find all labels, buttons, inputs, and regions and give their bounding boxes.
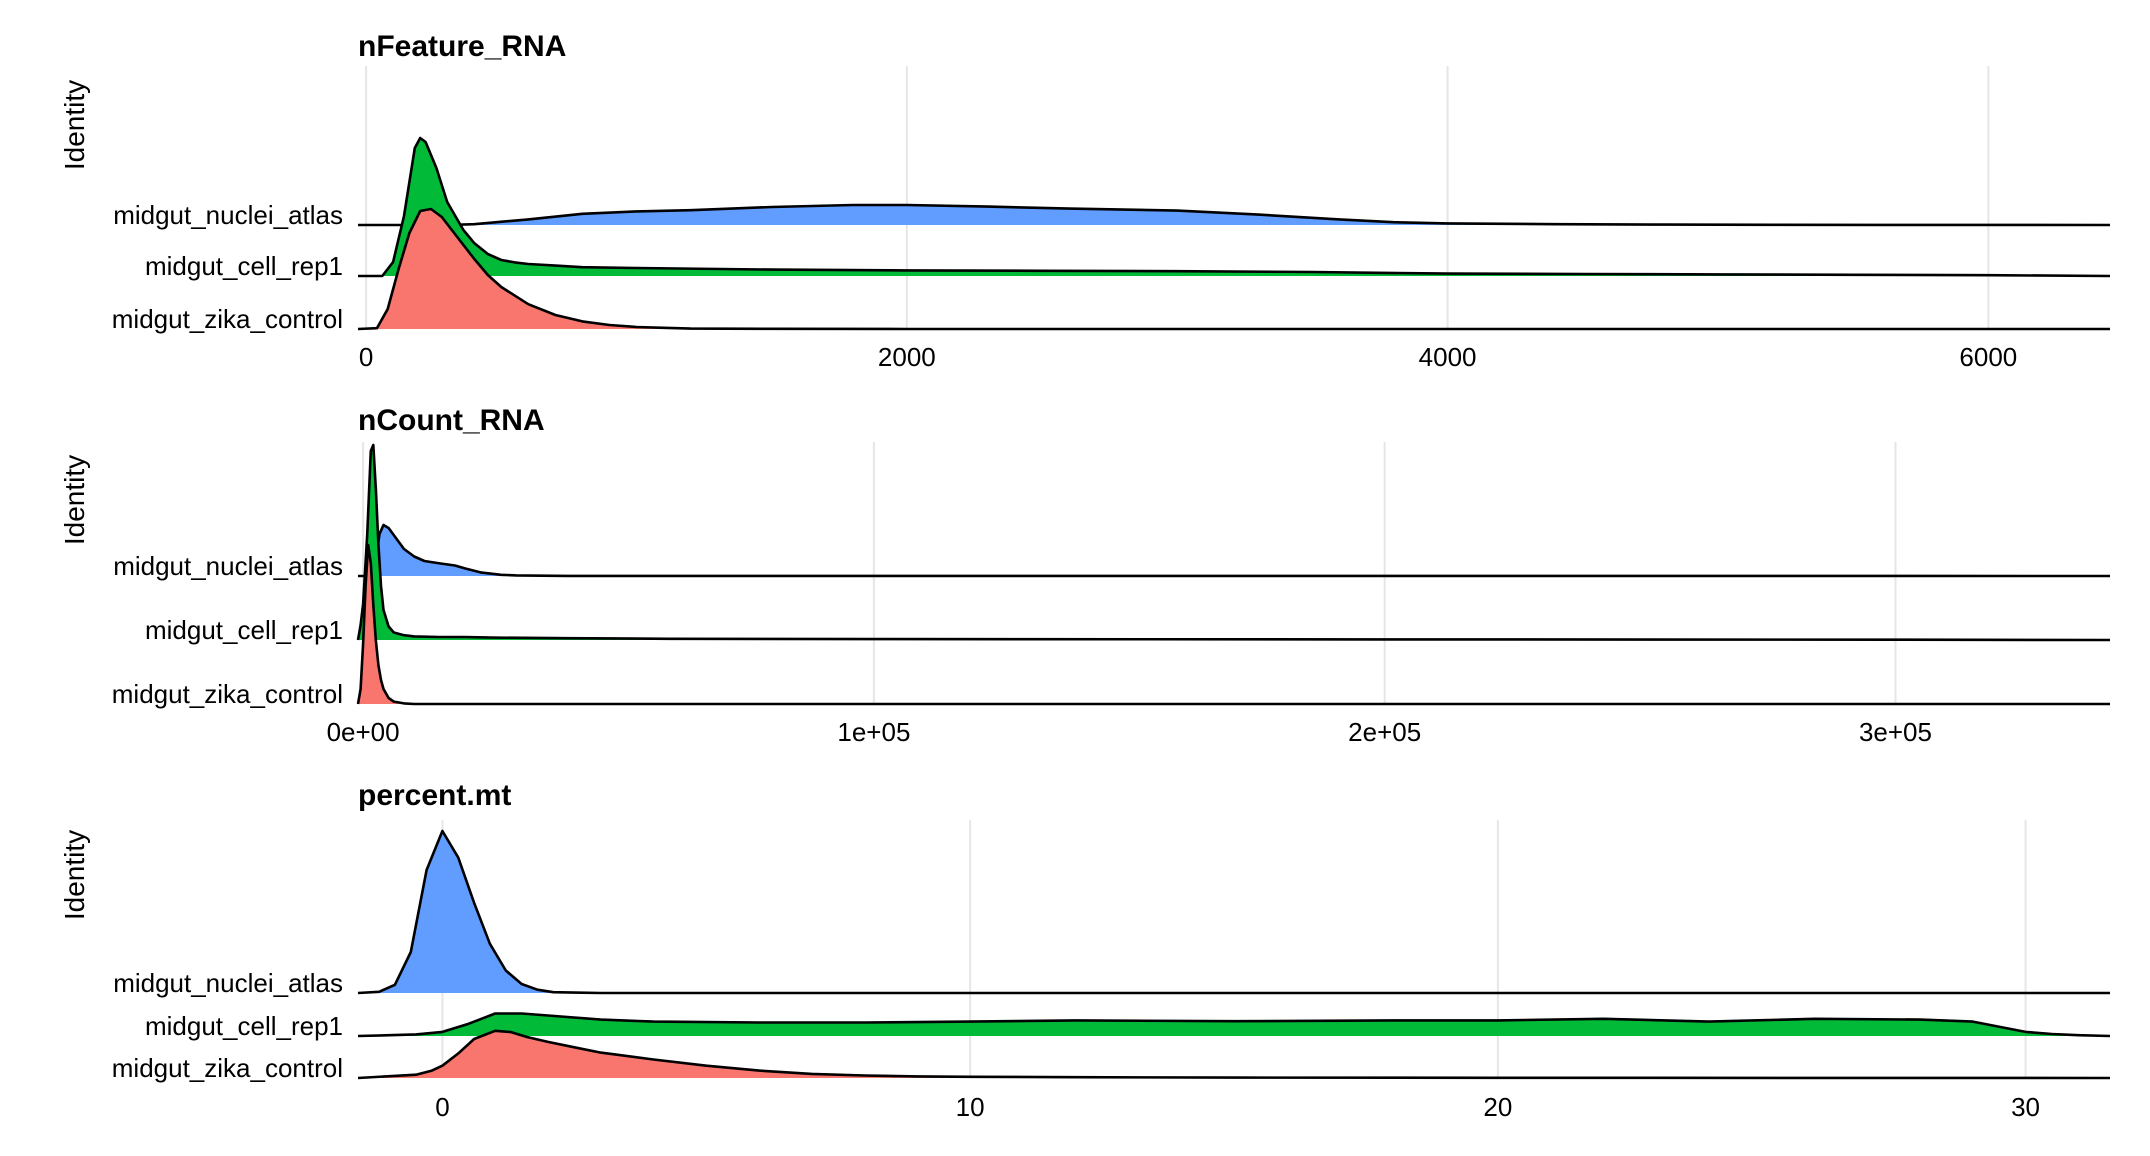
y-axis-label: Identity [59, 455, 90, 545]
x-tick-label: 0 [435, 1092, 449, 1122]
category-label-midgut_cell_rep1: midgut_cell_rep1 [145, 251, 343, 281]
panel-title: nFeature_RNA [358, 30, 566, 63]
x-tick-label: 1e+05 [837, 717, 910, 747]
ridge-fill-midgut_nuclei_atlas [358, 831, 2110, 993]
category-label-midgut_cell_rep1: midgut_cell_rep1 [145, 615, 343, 645]
x-tick-label: 3e+05 [1859, 717, 1932, 747]
category-label-midgut_nuclei_atlas: midgut_nuclei_atlas [113, 968, 343, 998]
x-tick-label: 2000 [878, 342, 936, 372]
ridge-fill-midgut_zika_control [358, 1030, 2110, 1078]
x-tick-label: 10 [956, 1092, 985, 1122]
x-tick-label: 2e+05 [1348, 717, 1421, 747]
x-tick-label: 30 [2011, 1092, 2040, 1122]
panel-nFeature_RNA: nFeature_RNA Identity midgut_nuclei_atlasm… [59, 30, 2111, 372]
ridge-fill-midgut_cell_rep1 [358, 138, 2110, 276]
category-label-midgut_zika_control: midgut_zika_control [112, 679, 343, 709]
panel-nCount_RNA: nCount_RNA Identity midgut_nuclei_atlasmid… [59, 404, 2111, 747]
ridge-fill-midgut_nuclei_atlas [358, 205, 2110, 225]
category-label-midgut_zika_control: midgut_zika_control [112, 304, 343, 334]
ridge-fill-midgut_nuclei_atlas [358, 525, 2110, 576]
ridge-line-midgut_nuclei_atlas [358, 523, 2111, 578]
ridge-fill-midgut_zika_control [358, 209, 2110, 329]
ridge-line-midgut_zika_control [357, 1029, 2111, 1080]
ridge-line-midgut_cell_rep1 [356, 443, 2111, 642]
x-tick-label: 0 [359, 342, 373, 372]
category-label-midgut_nuclei_atlas: midgut_nuclei_atlas [113, 200, 343, 230]
ridge-fill-midgut_zika_control [358, 545, 2110, 704]
ridge-line-midgut_nuclei_atlas [358, 203, 2111, 227]
ridge-line-midgut_zika_control [357, 207, 2110, 331]
category-label-midgut_cell_rep1: midgut_cell_rep1 [145, 1011, 343, 1041]
ridge-fill-midgut_cell_rep1 [358, 1013, 2110, 1036]
x-tick-label: 0e+00 [327, 717, 400, 747]
panel-title: percent.mt [358, 779, 511, 812]
x-tick-label: 6000 [1959, 342, 2017, 372]
x-tick-label: 20 [1483, 1092, 1512, 1122]
y-axis-label: Identity [59, 830, 90, 920]
ridge-line-midgut_cell_rep1 [357, 1012, 2111, 1038]
panel-percent.mt: percent.mt Identity midgut_nuclei_atlasmid… [59, 779, 2111, 1122]
ridge-line-midgut_cell_rep1 [358, 136, 2111, 278]
category-label-midgut_nuclei_atlas: midgut_nuclei_atlas [113, 551, 343, 581]
category-label-midgut_zika_control: midgut_zika_control [112, 1053, 343, 1083]
ridge-fill-midgut_cell_rep1 [358, 445, 2110, 640]
ridge-line-midgut_zika_control [356, 543, 2110, 706]
x-tick-label: 4000 [1419, 342, 1477, 372]
panel-title: nCount_RNA [358, 404, 545, 437]
y-axis-label: Identity [59, 80, 90, 170]
ridge-line-midgut_nuclei_atlas [357, 829, 2110, 995]
